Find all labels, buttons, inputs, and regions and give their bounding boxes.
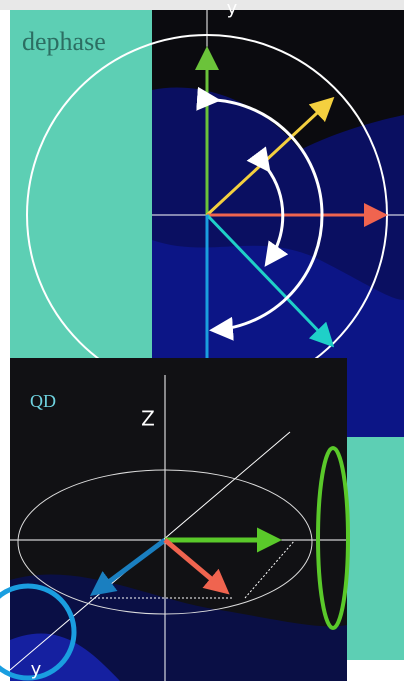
z-axis-label: Z <box>141 407 155 431</box>
teal-block-right <box>347 437 404 660</box>
y-axis-label: y <box>31 659 42 680</box>
panel-label: QD <box>30 391 56 411</box>
qd-panel: Z y QD <box>0 358 350 681</box>
top-strip <box>0 0 404 10</box>
axis-label: y <box>227 0 238 19</box>
teal-block <box>10 10 152 358</box>
panel-label: dephase <box>22 27 106 56</box>
